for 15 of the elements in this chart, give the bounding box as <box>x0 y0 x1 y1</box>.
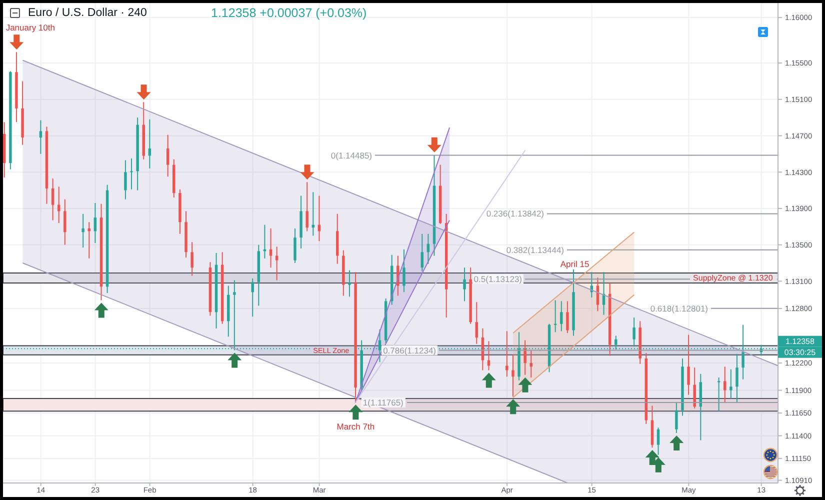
ref-line-label: 0.382(1.13444) <box>506 244 564 255</box>
ref-line-label: 0.786(1.1234) <box>383 345 436 356</box>
ref-line-label: 0.618(1.12801) <box>650 303 708 314</box>
ref-line-label: 0(1.14485) <box>330 150 372 160</box>
text: 03:30:25 <box>784 348 816 357</box>
ref-line-label: 1.12358 <box>786 336 816 346</box>
ref-line-label: 0.5(1.13123) <box>474 274 522 284</box>
chart-title: Euro / U.S. Dollar · 240 <box>28 6 147 21</box>
band-label: SupplyZone @ 1.1320 <box>693 274 774 282</box>
ref-line-label: 0.236(1.13842) <box>486 208 544 219</box>
ref-line-label: 1(1.11765) <box>362 398 404 408</box>
annotation: April 15 <box>560 259 590 270</box>
annotation: March 7th <box>336 421 375 432</box>
annotation: January 10th <box>6 22 56 33</box>
chart-subtitle: 1.12358 +0.00037 (+0.03%) <box>211 5 367 21</box>
